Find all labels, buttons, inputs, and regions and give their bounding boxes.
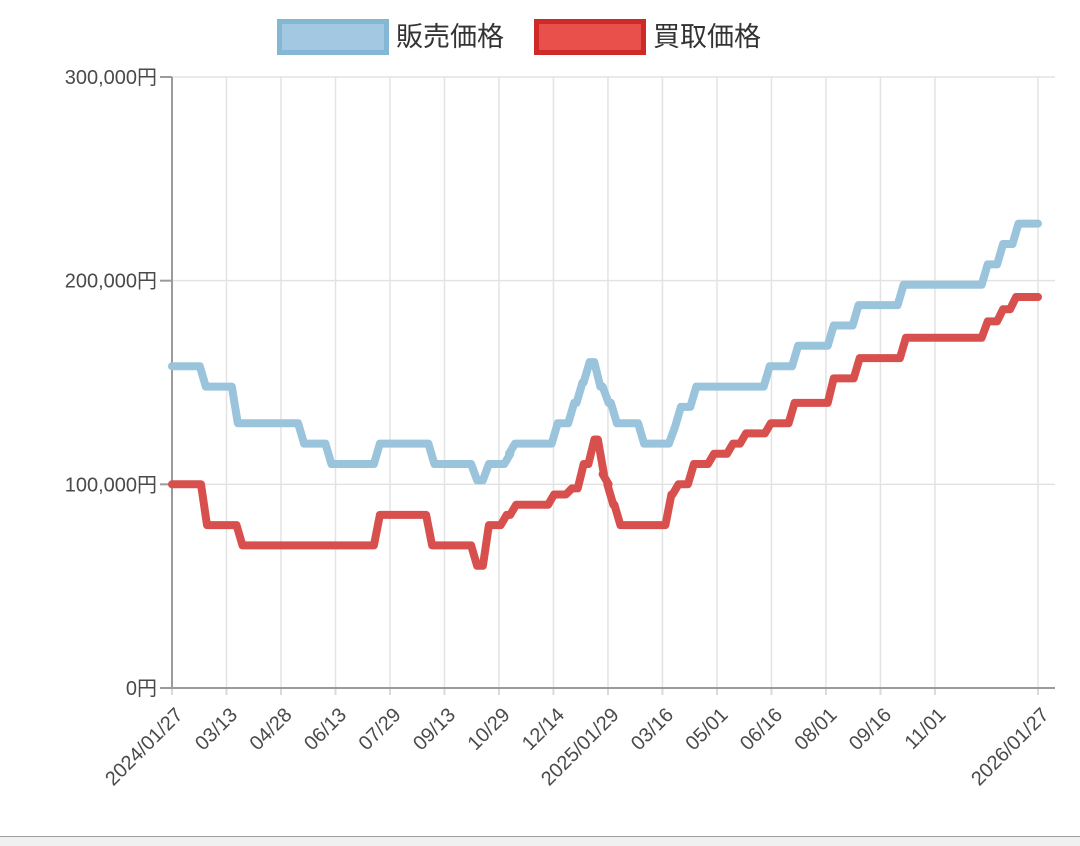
svg-text:09/13: 09/13 [409,704,460,755]
svg-text:04/28: 04/28 [246,704,297,755]
svg-text:10/29: 10/29 [464,704,515,755]
bottom-divider [0,836,1080,846]
svg-text:2024/01/27: 2024/01/27 [101,704,187,790]
kaitori-legend-label: 買取価格 [653,21,761,52]
hanbai-legend-swatch [277,19,389,55]
svg-text:03/16: 03/16 [627,704,678,755]
svg-text:09/16: 09/16 [845,704,896,755]
svg-text:11/01: 11/01 [901,704,951,754]
legend-item-kaitori[interactable]: 買取価格 [534,19,761,55]
svg-text:100,000円: 100,000円 [65,474,157,496]
hanbai-legend-label: 販売価格 [396,21,504,52]
svg-text:06/13: 06/13 [300,704,351,755]
svg-text:08/01: 08/01 [791,704,842,755]
svg-text:03/13: 03/13 [191,704,242,755]
svg-text:200,000円: 200,000円 [65,271,157,293]
chart-legend: 販売価格 買取価格 [277,19,761,55]
svg-text:06/16: 06/16 [736,704,787,755]
svg-text:12/14: 12/14 [518,704,569,755]
svg-text:05/01: 05/01 [682,704,733,755]
svg-text:07/29: 07/29 [355,704,406,755]
svg-text:2026/01/27: 2026/01/27 [967,704,1053,790]
legend-item-hanbai[interactable]: 販売価格 [277,19,504,55]
svg-text:0円: 0円 [126,678,157,700]
svg-text:300,000円: 300,000円 [65,67,157,89]
kaitori-legend-swatch [534,19,646,55]
